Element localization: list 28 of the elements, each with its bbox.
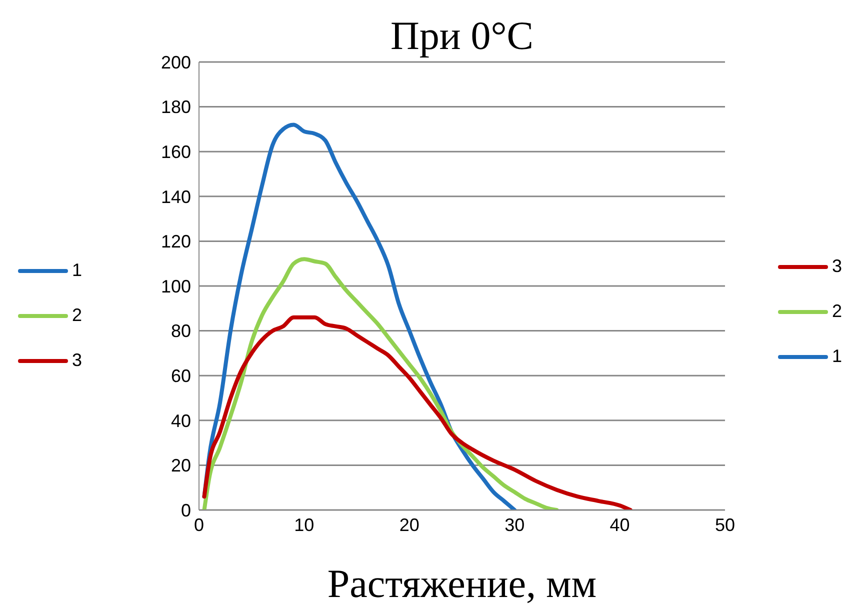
x-axis-title: Растяжение, мм: [326, 560, 598, 607]
y-tick-label: 100: [160, 276, 191, 296]
y-tick-label: 180: [160, 97, 191, 118]
line-series: [202, 315, 632, 510]
y-tick-label: 0: [180, 500, 191, 520]
y-tick-label: 20: [170, 456, 191, 476]
legend-label: 1: [72, 260, 82, 281]
y-tick-label: 80: [170, 321, 191, 342]
x-tick-label: 10: [294, 514, 314, 535]
y-tick-label: 140: [160, 186, 191, 207]
line-series: [202, 257, 559, 510]
line-series: [202, 122, 517, 510]
y-tick-label: 120: [160, 232, 191, 252]
x-tick-label: 20: [399, 514, 420, 535]
x-tick-label: 30: [504, 514, 525, 535]
chart-title: При 0°C: [390, 12, 534, 59]
x-tick-label: 50: [714, 514, 736, 535]
x-tick-label: 40: [610, 514, 630, 535]
text: 1: [832, 346, 842, 366]
text: 3: [832, 256, 842, 276]
text: 2: [832, 301, 842, 321]
x-tick-label: 0: [194, 514, 204, 535]
y-tick-label: 200: [160, 52, 191, 72]
y-tick-label: 160: [160, 142, 191, 162]
legend-label: 2: [72, 305, 82, 326]
y-tick-label: 40: [170, 410, 191, 431]
y-tick-label: 60: [170, 366, 191, 386]
legend-label: 3: [72, 350, 82, 371]
